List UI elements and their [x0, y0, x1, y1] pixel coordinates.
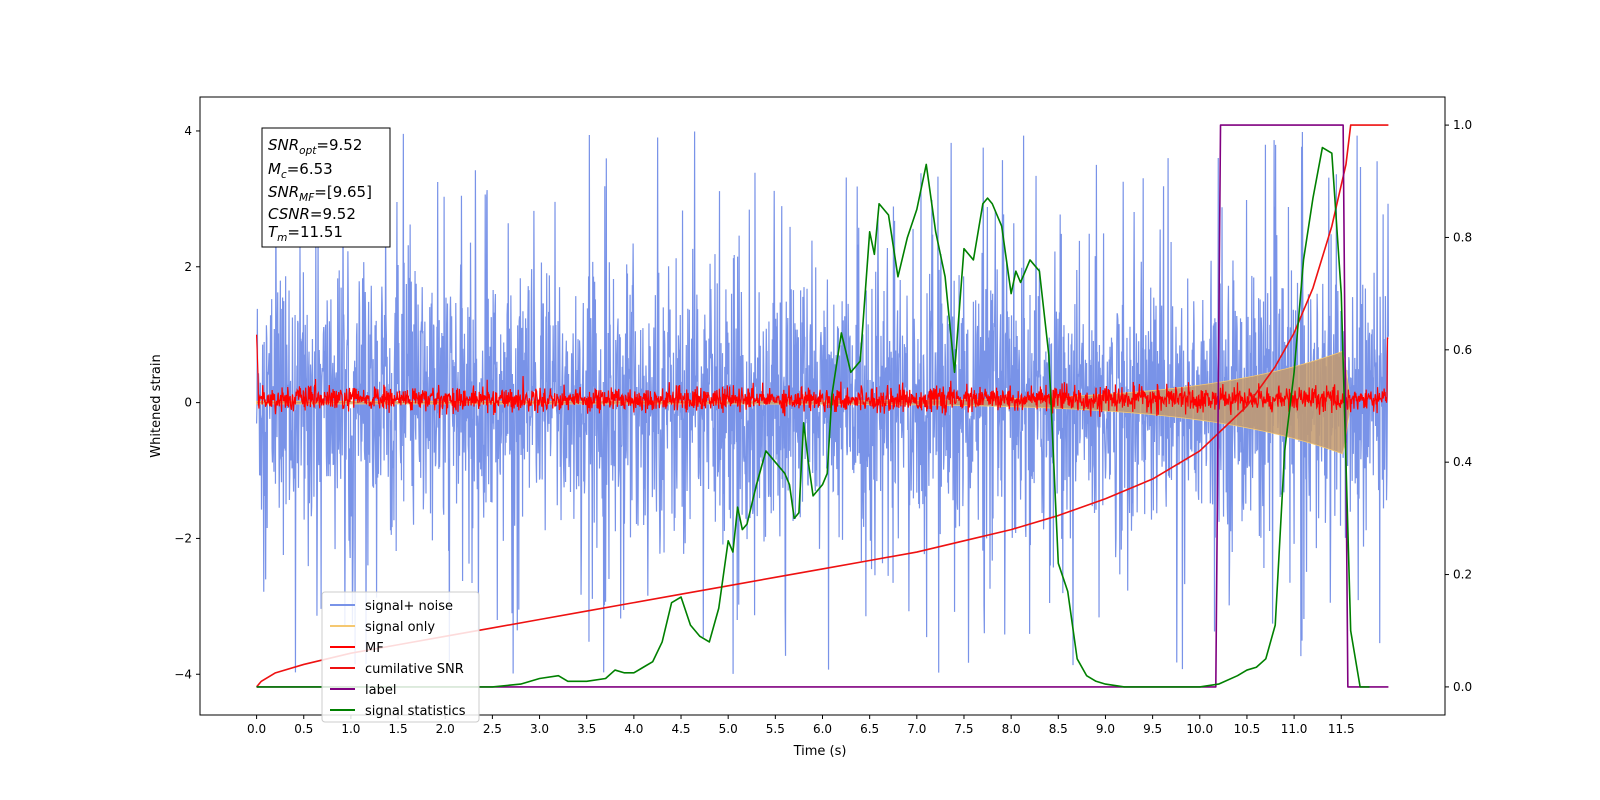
- x-axis-title: Time (s): [793, 744, 847, 759]
- info-box: SNRopt=9.52 Mc=6.53 SNRMF=[9.65] CSNR=9.…: [261, 127, 391, 248]
- y2-tick-label: 0.2: [1453, 568, 1472, 582]
- x-tick-label: 8.0: [1002, 722, 1021, 736]
- x-tick-label: 6.0: [813, 722, 832, 736]
- x-tick-label: 2.0: [436, 722, 455, 736]
- y-tick-label: −2: [174, 531, 192, 545]
- x-tick-label: 4.5: [671, 722, 690, 736]
- info-box-frame: [261, 127, 391, 248]
- signal-plus-noise-line: [255, 131, 1390, 674]
- legend-label: label: [365, 683, 396, 698]
- info-csnr: CSNR=9.52: [268, 205, 356, 223]
- legend-label: signal only: [365, 620, 435, 635]
- x-tick-label: 0.0: [247, 722, 266, 736]
- y-axis-title: Whitened strain: [149, 354, 164, 457]
- x-tick-label: 10.5: [1234, 722, 1261, 736]
- x-tick-label: 7.0: [907, 722, 926, 736]
- info-mc: Mc=6.53: [268, 160, 333, 181]
- x-tick-label: 1.5: [389, 722, 408, 736]
- x-tick-label: 7.5: [954, 722, 973, 736]
- y2-tick-label: 0.6: [1453, 343, 1472, 357]
- label-line: [256, 124, 1389, 688]
- y2-tick-label: 0.4: [1453, 455, 1472, 469]
- x-tick-label: 4.0: [624, 722, 643, 736]
- y-axis-right: 1.0 0.8 0.6 0.4 0.2 0.0: [1445, 118, 1472, 694]
- y-tick-label: 4: [184, 124, 192, 138]
- x-tick-label: 11.0: [1281, 722, 1308, 736]
- legend-label: MF: [365, 641, 384, 656]
- signal-plus-noise-series: [255, 131, 1390, 674]
- x-tick-label: 11.5: [1328, 722, 1355, 736]
- legend-label: signal statistics: [365, 704, 466, 719]
- mf-line: [255, 334, 1389, 419]
- x-tick-label: 3.0: [530, 722, 549, 736]
- x-tick-label: 1.0: [341, 722, 360, 736]
- info-snr-opt: SNRopt=9.52: [268, 136, 362, 157]
- legend-label: signal+ noise: [365, 599, 453, 614]
- y2-tick-label: 1.0: [1453, 118, 1472, 132]
- y2-tick-label: 0.0: [1453, 680, 1472, 694]
- y-axis-left: 4 2 0 −2 −4: [174, 124, 200, 681]
- y-tick-label: 0: [184, 396, 192, 410]
- x-tick-label: 2.5: [483, 722, 502, 736]
- y-tick-label: −4: [174, 667, 192, 681]
- x-tick-label: 3.5: [577, 722, 596, 736]
- x-tick-label: 5.5: [766, 722, 785, 736]
- signal-statistics-line: [256, 146, 1370, 688]
- info-tm: Tm=11.51: [268, 223, 343, 244]
- x-tick-label: 9.5: [1143, 722, 1162, 736]
- mf-series: [255, 334, 1389, 419]
- legend-frame: [321, 591, 480, 723]
- x-tick-label: 9.0: [1096, 722, 1115, 736]
- x-tick-label: 6.5: [860, 722, 879, 736]
- x-tick-label: 5.0: [719, 722, 738, 736]
- x-tick-label: 8.5: [1049, 722, 1068, 736]
- legend-label: cumilative SNR: [365, 662, 464, 677]
- y-tick-label: 2: [184, 260, 192, 274]
- y2-tick-label: 0.8: [1453, 230, 1472, 244]
- x-tick-label: 0.5: [294, 722, 313, 736]
- info-snr-mf: SNRMF=[9.65]: [268, 183, 372, 204]
- x-axis: 0.0 0.5 1.0 1.5 2.0 2.5 3.0 3.5 4.0 4.5 5.0 5.5 6.0 6…: [247, 715, 1355, 736]
- plot-area: [255, 124, 1390, 688]
- legend: signal+ noise signal only MF cumilative SNR…: [321, 591, 480, 723]
- x-tick-label: 10.0: [1186, 722, 1213, 736]
